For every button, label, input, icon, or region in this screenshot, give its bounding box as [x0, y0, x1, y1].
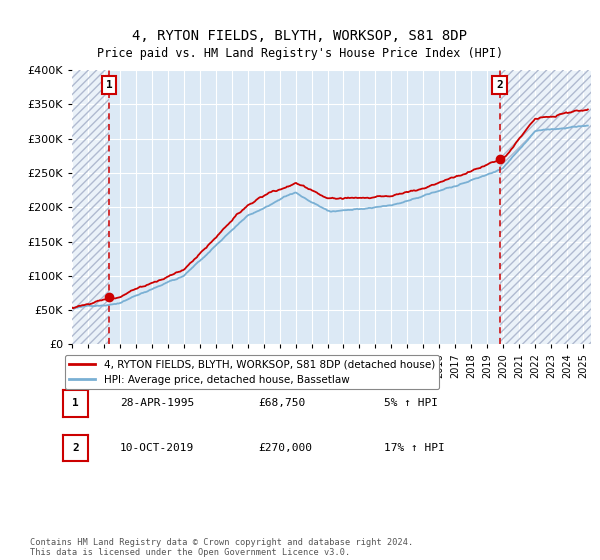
- Text: 5% ↑ HPI: 5% ↑ HPI: [384, 398, 438, 408]
- Text: £270,000: £270,000: [258, 443, 312, 453]
- Text: 28-APR-1995: 28-APR-1995: [120, 398, 194, 408]
- Text: 1: 1: [72, 398, 79, 408]
- Bar: [72, 70, 109, 344]
- Bar: [500, 70, 591, 344]
- Text: £68,750: £68,750: [258, 398, 305, 408]
- Text: 1: 1: [106, 80, 112, 90]
- Text: 10-OCT-2019: 10-OCT-2019: [120, 443, 194, 453]
- Bar: [72, 70, 109, 344]
- Text: 2: 2: [72, 443, 79, 453]
- Bar: [500, 70, 591, 344]
- Legend: 4, RYTON FIELDS, BLYTH, WORKSOP, S81 8DP (detached house), HPI: Average price, d: 4, RYTON FIELDS, BLYTH, WORKSOP, S81 8DP…: [65, 355, 439, 389]
- Text: 4, RYTON FIELDS, BLYTH, WORKSOP, S81 8DP: 4, RYTON FIELDS, BLYTH, WORKSOP, S81 8DP: [133, 29, 467, 44]
- Text: 17% ↑ HPI: 17% ↑ HPI: [384, 443, 445, 453]
- Text: Contains HM Land Registry data © Crown copyright and database right 2024.
This d: Contains HM Land Registry data © Crown c…: [30, 538, 413, 557]
- Text: Price paid vs. HM Land Registry's House Price Index (HPI): Price paid vs. HM Land Registry's House …: [97, 46, 503, 60]
- Text: 2: 2: [496, 80, 503, 90]
